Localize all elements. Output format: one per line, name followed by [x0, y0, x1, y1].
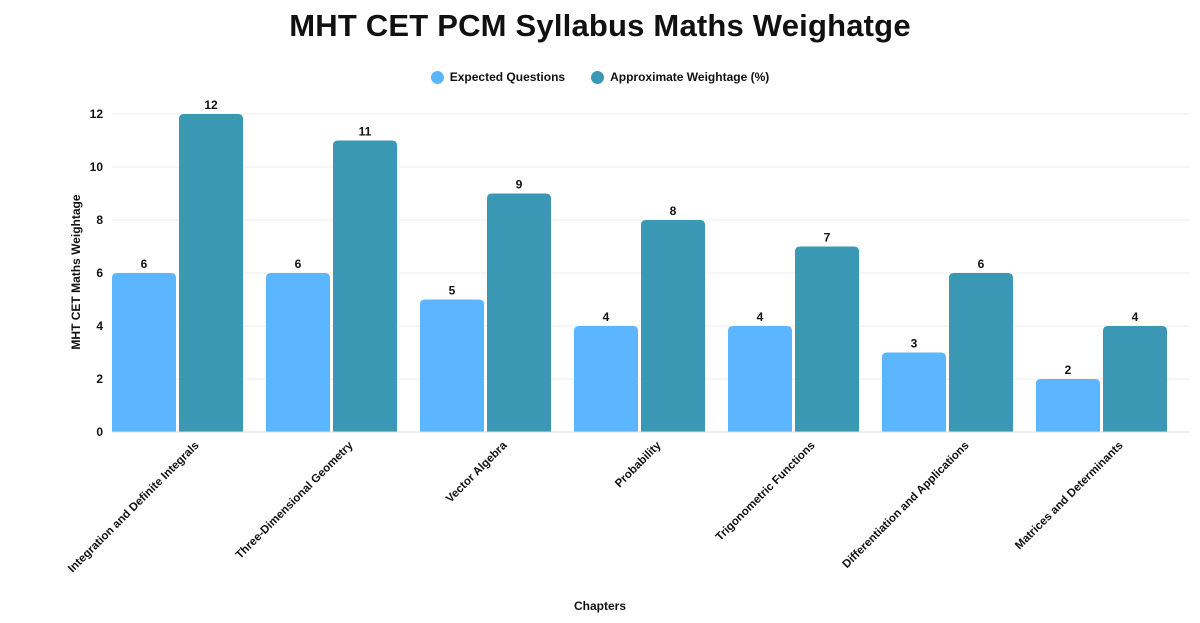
chart-title: MHT CET PCM Syllabus Maths Weighatge: [289, 8, 911, 43]
bar-expected-questions-trigonometric-functions: [728, 326, 792, 432]
y-tick-label-0: 0: [96, 425, 103, 439]
data-label-expected-questions-matrices-and-determinants: 2: [1065, 363, 1072, 377]
data-label-approximate-weightage-matrices-and-determinants: 4: [1132, 310, 1139, 324]
bar-approximate-weightage-three-dimensional-geometry: [333, 140, 397, 432]
x-tick-label-trigonometric-functions: Trigonometric Functions: [714, 440, 818, 544]
data-label-expected-questions-three-dimensional-geometry: 6: [295, 257, 302, 271]
bar-approximate-weightage-probability: [641, 220, 705, 432]
bar-expected-questions-differentiation-and-applications: [882, 352, 946, 432]
chart-legend: Expected Questions Approximate Weightage…: [0, 70, 1200, 84]
x-tick-label-probability: Probability: [613, 439, 664, 490]
legend-label-expected-questions: Expected Questions: [449, 70, 566, 84]
bar-approximate-weightage-vector-algebra: [487, 193, 551, 432]
x-tick-label-integration-and-definite-integrals: Integration and Definite Integrals: [66, 440, 201, 575]
x-tick-label-differentiation-and-applications: Differentiation and Applications: [841, 440, 972, 571]
y-tick-label-6: 6: [96, 266, 103, 280]
data-label-approximate-weightage-vector-algebra: 9: [516, 178, 523, 192]
x-axis-label: Chapters: [573, 599, 626, 613]
x-tick-label-matrices-and-determinants: Matrices and Determinants: [1013, 440, 1125, 552]
bar-approximate-weightage-trigonometric-functions: [795, 246, 859, 432]
data-label-approximate-weightage-integration-and-definite-integrals: 12: [204, 98, 218, 112]
y-tick-label-2: 2: [96, 372, 103, 386]
bar-approximate-weightage-differentiation-and-applications: [949, 273, 1013, 432]
bar-approximate-weightage-matrices-and-determinants: [1103, 326, 1167, 432]
y-tick-label-12: 12: [90, 107, 104, 121]
data-label-approximate-weightage-three-dimensional-geometry: 11: [359, 125, 372, 139]
bar-expected-questions-three-dimensional-geometry: [266, 273, 330, 432]
bar-expected-questions-vector-algebra: [420, 299, 484, 432]
x-tick-label-three-dimensional-geometry: Three-Dimensional Geometry: [234, 439, 356, 561]
bar-expected-questions-integration-and-definite-integrals: [112, 273, 176, 432]
data-label-expected-questions-vector-algebra: 5: [449, 284, 456, 298]
bar-approximate-weightage-integration-and-definite-integrals: [179, 114, 243, 432]
x-tick-label-vector-algebra: Vector Algebra: [444, 439, 510, 505]
bar-expected-questions-matrices-and-determinants: [1036, 379, 1100, 432]
data-label-expected-questions-trigonometric-functions: 4: [757, 310, 764, 324]
y-tick-label-4: 4: [96, 319, 103, 333]
y-tick-label-8: 8: [96, 213, 103, 227]
legend-swatch-expected-questions: [430, 70, 444, 84]
data-label-expected-questions-integration-and-definite-integrals: 6: [141, 257, 148, 271]
legend-item-approximate-weightage: Approximate Weightage (%): [591, 70, 769, 84]
bar-expected-questions-probability: [574, 326, 638, 432]
legend-swatch-approximate-weightage: [591, 70, 605, 84]
y-tick-label-10: 10: [90, 160, 104, 174]
legend-label-approximate-weightage: Approximate Weightage (%): [610, 70, 770, 84]
data-label-approximate-weightage-differentiation-and-applications: 6: [978, 257, 985, 271]
data-label-expected-questions-probability: 4: [603, 310, 610, 324]
data-label-approximate-weightage-trigonometric-functions: 7: [824, 231, 831, 245]
data-label-approximate-weightage-probability: 8: [670, 204, 677, 218]
data-label-expected-questions-differentiation-and-applications: 3: [911, 337, 918, 351]
legend-item-expected-questions: Expected Questions: [430, 70, 566, 84]
